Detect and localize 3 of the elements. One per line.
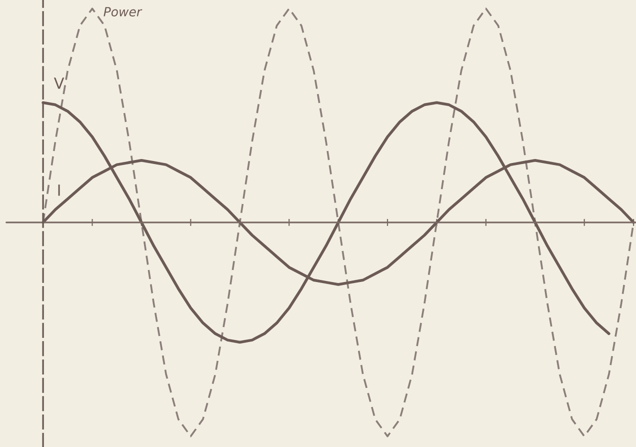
series-label: I bbox=[58, 184, 60, 196]
series-label: Power bbox=[104, 7, 142, 16]
series-label: V bbox=[54, 78, 64, 89]
